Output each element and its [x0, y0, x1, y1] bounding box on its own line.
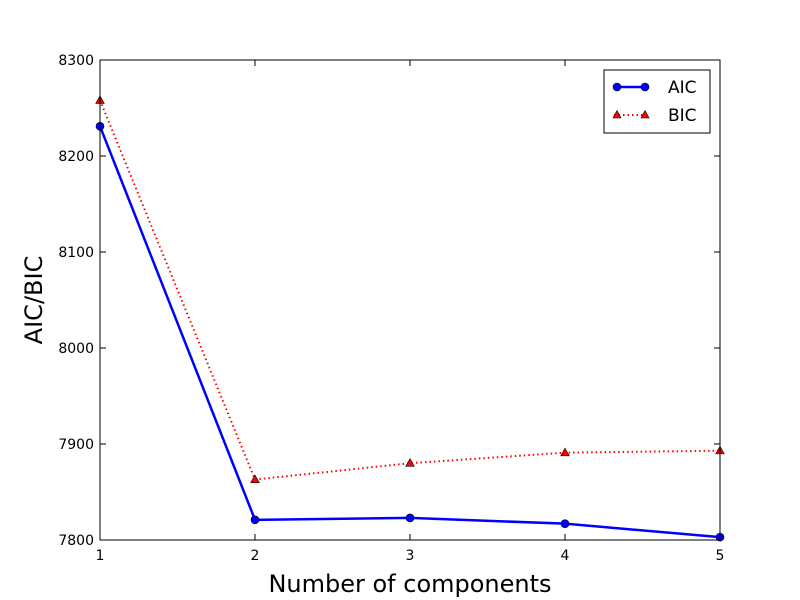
x-tick-label: 2	[251, 548, 260, 564]
y-axis-title: AIC/BIC	[20, 256, 48, 345]
legend-aic-marker-right	[640, 82, 650, 92]
x-axis-title: Number of components	[268, 570, 551, 598]
legend-bic-marker-right	[640, 109, 650, 119]
y-tick-label: 7800	[58, 533, 94, 549]
x-tick-label: 4	[561, 548, 570, 564]
series-aic	[95, 121, 725, 542]
y-tick-label: 8300	[58, 53, 94, 69]
legend-entry-bic: BIC	[612, 106, 697, 126]
x-tick-label: 5	[716, 548, 725, 564]
ticks-layer: 1 2 3 4 5 7800 7900 8000 8100 8200 8300	[58, 53, 724, 564]
legend-label-bic: BIC	[668, 106, 697, 126]
legend-label-aic: AIC	[668, 78, 697, 98]
data-point-bic	[250, 474, 260, 483]
y-tick-label: 8200	[58, 149, 94, 165]
legend-entry-aic: AIC	[612, 78, 697, 98]
data-point-aic	[405, 513, 415, 523]
x-tick-label: 3	[406, 548, 415, 564]
y-tick-label: 8100	[58, 245, 94, 261]
legend: AIC BIC	[603, 69, 711, 134]
data-point-aic	[250, 515, 260, 525]
x-tick-label: 1	[96, 548, 105, 564]
data-point-aic	[560, 519, 570, 528]
data-point-bic	[560, 447, 570, 457]
y-tick-label: 7900	[58, 437, 94, 453]
data-point-bic	[405, 458, 415, 467]
legend-aic-marker-left	[612, 82, 622, 92]
y-tick-label: 8000	[58, 341, 94, 357]
legend-bic-marker-left	[612, 109, 622, 119]
series-layer	[95, 95, 725, 542]
legend-frame	[603, 69, 711, 134]
